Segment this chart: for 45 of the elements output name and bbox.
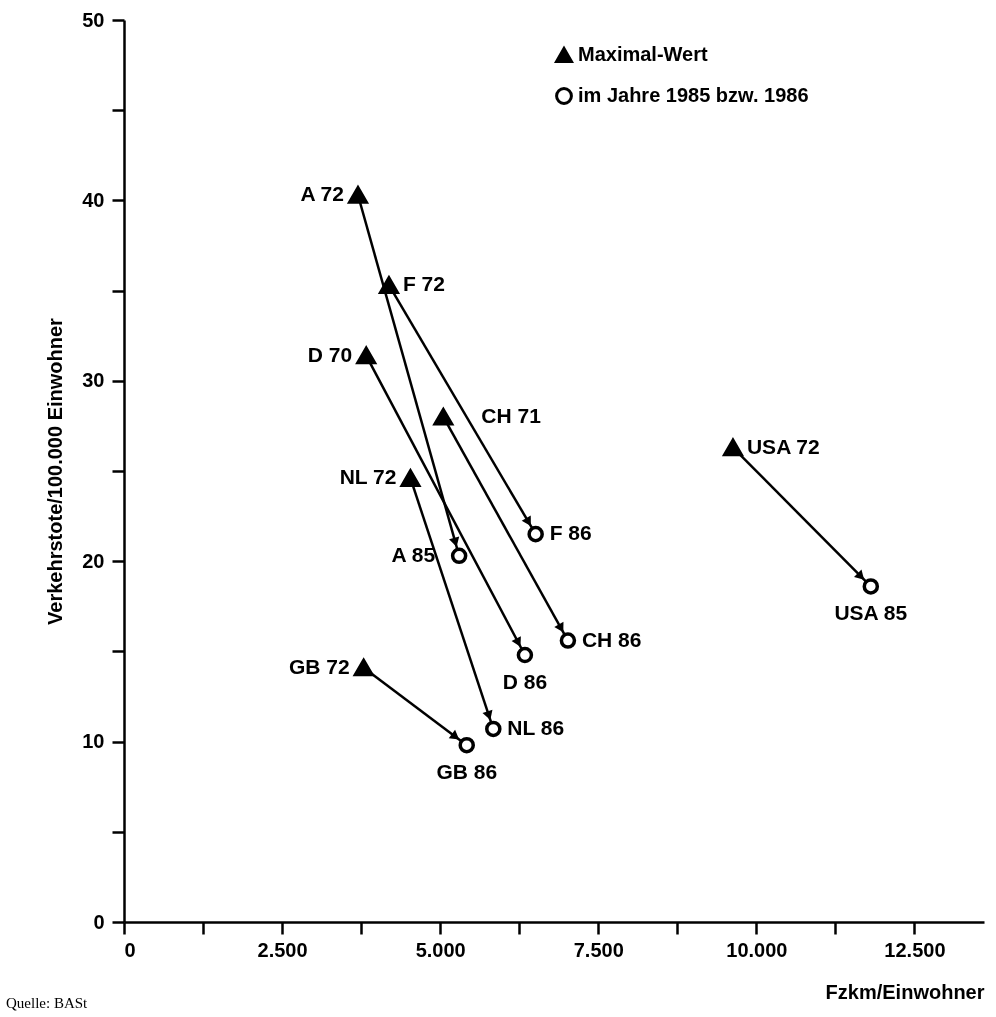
point xyxy=(433,408,454,426)
data-label: CH 71 xyxy=(481,403,542,427)
data-label: D 70 xyxy=(307,342,353,366)
x-tick-label: 5.000 xyxy=(415,938,466,961)
x-tick-label: 10.000 xyxy=(726,938,788,961)
x-tick-label: 2.500 xyxy=(257,938,308,961)
legend-label: Maximal-Wert xyxy=(578,43,709,65)
data-label: F 86 xyxy=(549,521,592,545)
data-label: A 85 xyxy=(391,542,436,566)
y-tick-label: 20 xyxy=(82,549,105,572)
x-tick-label: 7.500 xyxy=(573,938,624,961)
x-tick-label: 0 xyxy=(124,938,136,961)
data-label: D 86 xyxy=(502,670,548,694)
y-tick-label: 0 xyxy=(93,910,105,933)
data-label: A 72 xyxy=(300,181,344,205)
data-label: NL 86 xyxy=(507,715,565,739)
point xyxy=(353,658,374,677)
point xyxy=(527,525,544,543)
x-tick-label: 12.500 xyxy=(884,938,946,961)
point xyxy=(862,578,880,595)
data-label: CH 86 xyxy=(581,627,642,651)
point xyxy=(450,547,468,565)
y-tick-label: 40 xyxy=(82,188,105,211)
point xyxy=(485,720,502,738)
point xyxy=(559,632,577,649)
y-tick-label: 10 xyxy=(82,730,105,753)
y-axis-title: Verkehrstote/100.000 Einwohner xyxy=(44,317,67,625)
data-label: NL 72 xyxy=(339,465,397,489)
x-axis-title: Fzkm/Einwohner xyxy=(825,980,985,1003)
data-label: USA 72 xyxy=(746,434,820,458)
point xyxy=(400,469,421,487)
legend-label: im Jahre 1985 bzw. 1986 xyxy=(578,84,809,106)
data-label: GB 72 xyxy=(288,654,350,678)
y-tick-label: 50 xyxy=(82,8,105,31)
data-label: USA 85 xyxy=(834,601,908,625)
point xyxy=(458,736,475,754)
data-label: GB 86 xyxy=(436,760,498,784)
point xyxy=(348,186,368,204)
y-tick-label: 30 xyxy=(82,369,105,392)
point xyxy=(516,646,534,664)
point xyxy=(356,346,376,365)
point xyxy=(723,438,743,457)
data-label: F 72 xyxy=(402,272,445,296)
source-note: Quelle: BASt xyxy=(6,995,88,1012)
point xyxy=(379,276,399,294)
